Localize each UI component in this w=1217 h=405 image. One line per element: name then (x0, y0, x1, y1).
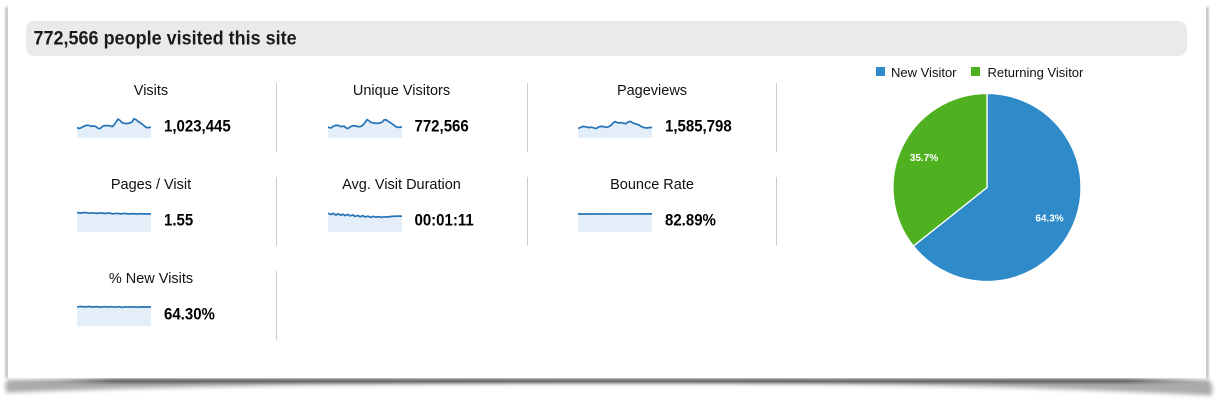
svg-text:64.3%: 64.3% (1035, 213, 1063, 224)
svg-text:35.7%: 35.7% (910, 153, 938, 164)
